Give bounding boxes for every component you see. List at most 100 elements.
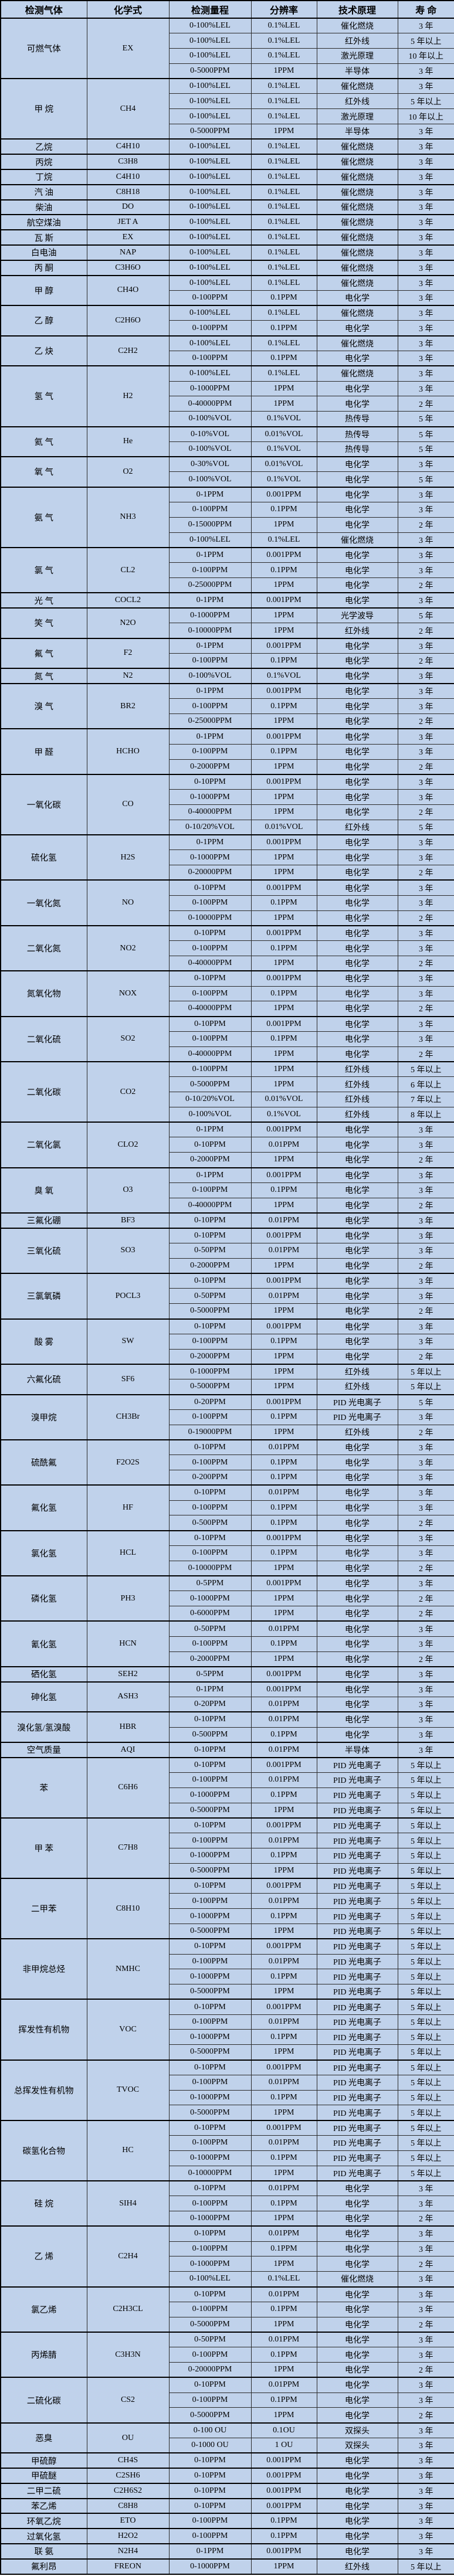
table-row: 0-10000PPM 1PPM 红外线 2 年 (1, 623, 454, 639)
resolution-cell: 0.1%LEL (250, 214, 317, 230)
range-cell: 0-10PPM (168, 1530, 252, 1546)
table-row: 0-25000PPM 1PPM 电化学 2 年 (1, 577, 454, 593)
principle-cell: PID 光电离子 (316, 1999, 398, 2015)
resolution-cell: 0.1PPM (250, 940, 317, 956)
resolution-cell: 0.1PPM (250, 1727, 317, 1743)
chemical-formula-cell: SF6 (86, 1363, 170, 1395)
principle-cell: 电化学 (316, 789, 398, 805)
resolution-cell: 0.1PPM (250, 1182, 317, 1198)
range-cell: 0-100PPM (168, 1409, 252, 1425)
range-cell: 0-100%LEL (168, 108, 252, 125)
resolution-cell: 0.1PPM (250, 320, 317, 337)
principle-cell: 红外线 (316, 1061, 398, 1078)
resolution-cell: 1PPM (250, 577, 317, 593)
lifespan-cell: 7 年以上 (397, 1092, 454, 1107)
resolution-cell: 0.1PPM (250, 2089, 317, 2106)
lifespan-cell: 3 年 (397, 1167, 454, 1183)
range-cell: 0-100%LEL (168, 229, 252, 246)
gas-name-cell: 溴化氢/氢溴酸 (0, 1711, 87, 1743)
gas-name-cell: 溴 气 (0, 683, 87, 729)
lifespan-cell: 3 年 (397, 532, 454, 548)
range-cell: 0-1PPM (168, 1122, 252, 1138)
table-row: 硫酰氟 F2O2S 0-10PPM 0.01PPM 电化学 3 年 (0, 1439, 454, 1486)
lifespan-cell: 3 年 (397, 668, 454, 684)
table-row: 0-10000PPM 1PPM PID 光电离子 5 年以上 (1, 2165, 454, 2181)
chemical-formula-cell: CS2 (86, 2377, 170, 2424)
lifespan-cell: 5 年以上 (397, 93, 454, 110)
range-cell: 0-100%LEL (168, 259, 252, 276)
resolution-cell: 1PPM (250, 849, 317, 866)
lifespan-cell: 3 年 (397, 2528, 454, 2544)
range-cell: 0-1PPM (168, 834, 252, 851)
principle-cell: 双探头 (316, 2438, 398, 2453)
lifespan-cell: 3 年 (397, 2225, 454, 2242)
range-cell: 0-5000PPM (168, 1379, 252, 1395)
principle-cell: 电化学 (316, 1681, 398, 1697)
table-row: 0-100PPM 0.1PPM 电化学 3 年 (1, 1500, 454, 1516)
lifespan-cell: 3 年 (397, 1318, 454, 1334)
range-cell: 0-100PPM (168, 2392, 252, 2408)
table-row: 过氧化氢 H2O2 0-100PPM 0.1PPM 电化学 3 年 (0, 2528, 454, 2544)
table-row: 0-1000PPM 1PPM 电化学 2 年 (1, 2256, 454, 2272)
lifespan-cell: 2 年 (397, 910, 454, 926)
resolution-cell: 0.1PPM (250, 2392, 317, 2408)
resolution-cell: 0.1%LEL (250, 78, 317, 94)
lifespan-cell: 3 年 (397, 305, 454, 321)
principle-cell: PID 光电离子 (316, 2119, 398, 2136)
range-cell: 0-100PPM (168, 502, 252, 518)
range-cell: 0-100PPM (168, 2074, 252, 2091)
principle-cell: 电化学 (316, 970, 398, 987)
gas-name-cell: 二甲二硫 (0, 2482, 87, 2499)
lifespan-cell: 5 年以上 (397, 2044, 454, 2061)
resolution-cell: 1PPM (250, 2211, 317, 2227)
table-row: 环氧乙烷 ETO 0-100PPM 0.1PPM 电化学 3 年 (0, 2513, 454, 2529)
lifespan-cell: 3 年 (397, 2422, 454, 2438)
gas-name-cell: 空气质量 (0, 1741, 87, 1758)
principle-cell: PID 光电离子 (316, 1787, 398, 1803)
range-cell: 0-20PPM (168, 1696, 252, 1712)
lifespan-cell: 2 年 (397, 1197, 454, 1214)
range-cell: 0-25000PPM (168, 577, 252, 593)
resolution-cell: 1PPM (250, 623, 317, 639)
range-cell: 0-1000PPM (168, 2150, 252, 2166)
lifespan-cell: 3 年 (397, 168, 454, 185)
range-cell: 0-100%VOL (168, 668, 252, 684)
range-cell: 0-100%LEL (168, 335, 252, 352)
resolution-cell: 1PPM (250, 1651, 317, 1667)
table-row: 氟 气 F2 0-1PPM 0.001PPM 电化学 3 年 (0, 637, 454, 669)
principle-cell: 半导体 (316, 124, 398, 140)
lifespan-cell: 2 年 (397, 1591, 454, 1607)
range-cell: 0-25000PPM (168, 713, 252, 729)
range-cell: 0-5000PPM (168, 1076, 252, 1093)
principle-cell: 电化学 (316, 1303, 398, 1320)
lifespan-cell: 2 年 (397, 2256, 454, 2272)
principle-cell: 电化学 (316, 1666, 398, 1683)
resolution-cell: 0.001PPM (250, 1756, 317, 1773)
gas-name-cell: 白电油 (0, 244, 87, 261)
lifespan-cell: 5 年以上 (397, 2029, 454, 2045)
resolution-cell: 0.001PPM (250, 1999, 317, 2015)
gas-name-cell: 硅 烷 (0, 2180, 87, 2227)
lifespan-cell: 5 年以上 (397, 1061, 454, 1078)
principle-cell: 红外线 (316, 93, 398, 110)
resolution-cell: 0.1%VOL (250, 668, 317, 684)
resolution-cell: 1PPM (250, 2558, 317, 2575)
chemical-formula-cell: C2SH6 (86, 2468, 170, 2484)
range-cell: 0-100%LEL (168, 93, 252, 110)
resolution-cell: 1PPM (250, 516, 317, 533)
range-cell: 0-10PPM (168, 879, 252, 896)
table-row: 0-10000PPM 1PPM 电化学 2 年 (1, 910, 454, 926)
resolution-cell: 0.1PPM (250, 1908, 317, 1924)
table-row: 0-200PPM 0.1PPM 电化学 3 年 (1, 1470, 454, 1486)
table-row: 溴 气 BR2 0-1PPM 0.001PPM 电化学 3 年 (0, 683, 454, 729)
table-row: 0-1000PPM 1PPM 电化学 2 年 (1, 2211, 454, 2227)
range-cell: 0-1000PPM (168, 2089, 252, 2106)
chemical-formula-cell: C2H2 (86, 335, 170, 366)
range-cell: 0-10PPM (168, 970, 252, 987)
resolution-cell: 0.001PPM (250, 925, 317, 942)
table-row: 乙 烯 C2H4 0-10PPM 0.01PPM 电化学 3 年 (0, 2225, 454, 2288)
principle-cell: 电化学 (316, 1227, 398, 1244)
principle-cell: PID 光电离子 (316, 1908, 398, 1924)
gas-name-cell: 丁烷 (0, 168, 87, 185)
principle-cell: PID 光电离子 (316, 1969, 398, 1985)
